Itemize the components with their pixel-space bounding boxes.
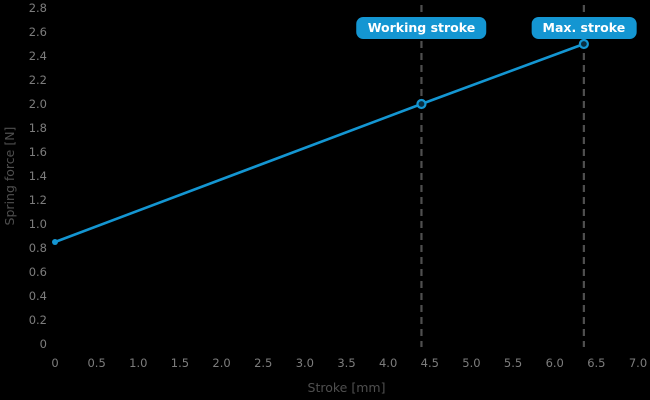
x-tick-label: 2.5 [254,356,272,370]
y-tick-label: 1.0 [29,217,47,231]
series-point-marker [578,38,589,50]
x-tick-label: 3.5 [337,356,355,370]
y-tick-label: 1.8 [29,121,47,135]
x-tick-label: 7.0 [629,356,647,370]
y-tick-label: 1.2 [29,193,47,207]
annotation-label: Max. stroke [531,17,637,40]
y-tick-label: 2.0 [29,97,47,111]
x-axis-title: Stroke [mm] [308,380,386,395]
series-point-marker [416,98,427,110]
x-tick-label: 4.0 [379,356,397,370]
x-tick-label: 5.5 [504,356,522,370]
y-tick-label: 0 [40,337,47,351]
x-tick-label: 6.5 [587,356,605,370]
x-tick-label: 0.5 [87,356,105,370]
y-tick-label: 2.4 [29,49,47,63]
series-line [54,42,585,244]
x-tick-label: 2.0 [212,356,230,370]
y-tick-label: 1.4 [29,169,47,183]
y-tick-label: 1.6 [29,145,47,159]
x-tick-label: 4.5 [421,356,439,370]
x-tick-label: 1.5 [171,356,189,370]
x-tick-label: 6.0 [546,356,564,370]
y-tick-label: 0.2 [29,313,47,327]
y-tick-label: 2.8 [29,1,47,15]
annotation-label: Working stroke [356,17,487,40]
y-tick-label: 2.2 [29,73,47,87]
y-tick-label: 0.4 [29,289,47,303]
y-tick-label: 0.6 [29,265,47,279]
x-tick-label: 3.0 [296,356,314,370]
y-tick-label: 0.8 [29,241,47,255]
series-start-marker [52,239,58,245]
y-axis-title: Spring force [N] [2,127,17,226]
x-tick-label: 1.0 [129,356,147,370]
x-tick-label: 5.0 [462,356,480,370]
x-tick-label: 0 [51,356,58,370]
y-tick-label: 2.6 [29,25,47,39]
